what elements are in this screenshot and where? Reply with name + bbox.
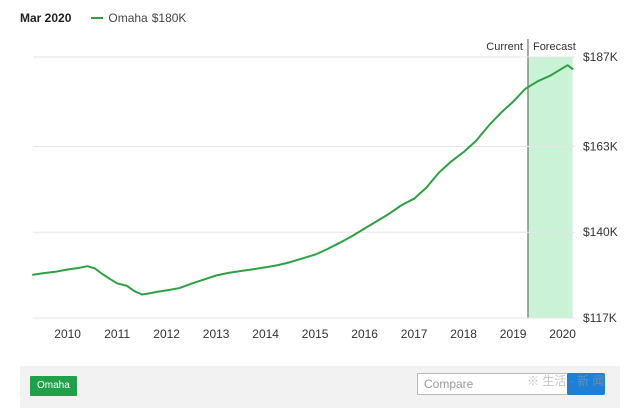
forecast-region <box>527 39 573 318</box>
x-tick-label: 2019 <box>500 327 527 341</box>
x-tick-label: 2014 <box>252 327 279 341</box>
watermark: ※ 生活 · 新 闻 <box>527 374 605 388</box>
x-tick-label: 2017 <box>401 327 428 341</box>
legend-series-name: Omaha <box>108 11 148 25</box>
current-label: Current <box>486 41 523 53</box>
x-tick-label: 2016 <box>351 327 378 341</box>
current-date-label: Mar 2020 <box>20 11 72 25</box>
legend-entry-omaha[interactable]: Omaha $180K <box>91 11 186 25</box>
x-tick-label: 2013 <box>203 327 230 341</box>
x-tick-label: 2020 <box>549 327 576 341</box>
legend-series-value: $180K <box>151 11 187 25</box>
home-value-chart: $117K$140K$163K$187K 2010 2011 2012 2013 201… <box>32 39 618 341</box>
y-tick-label: $140K <box>583 225 618 239</box>
series-lines <box>32 64 574 296</box>
compare-button[interactable] <box>567 373 605 395</box>
x-tick-label: 2018 <box>450 327 477 341</box>
forecast-band <box>527 57 573 318</box>
gridlines <box>33 56 575 319</box>
region-labels: Current Forecast <box>486 41 575 53</box>
forecast-label: Forecast <box>533 41 576 53</box>
y-tick-label: $117K <box>583 311 617 325</box>
x-tick-label: 2015 <box>302 327 329 341</box>
chart-header: Mar 2020 Omaha $180K <box>20 10 186 26</box>
comparison-toolbar: Omaha <box>20 366 620 408</box>
x-tick-label: 2011 <box>104 327 130 341</box>
x-tick-label: 2012 <box>153 327 180 341</box>
x-axis: 2010 2011 2012 2013 2014 2015 2016 2017 2018 2019… <box>54 327 576 341</box>
series-line-omaha <box>32 64 574 296</box>
x-tick-label: 2010 <box>54 327 81 341</box>
y-axis: $117K $140K $163K $187K <box>583 50 618 325</box>
region-chip-omaha[interactable]: Omaha <box>30 376 77 396</box>
legend-swatch <box>91 17 104 19</box>
y-tick-label: $187K <box>583 50 618 64</box>
y-tick-label: $163K <box>583 139 618 153</box>
